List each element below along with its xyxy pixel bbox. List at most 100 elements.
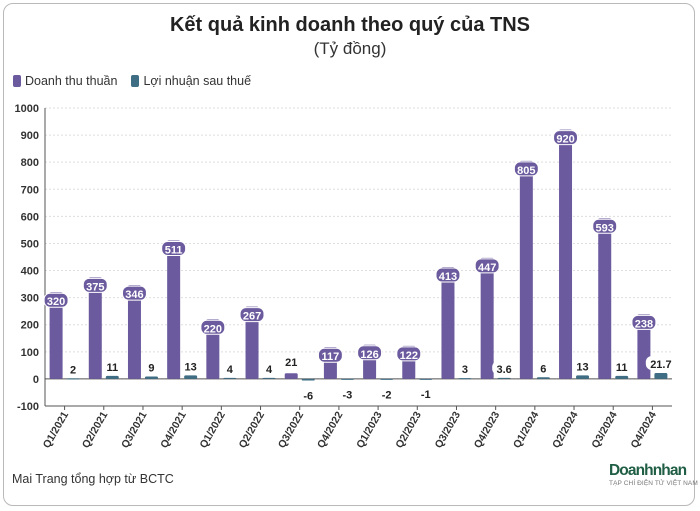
profit-value-label: 4 [266,364,273,376]
profit-value-label-bg [492,360,517,375]
profit-value-label-bg [459,361,471,376]
profit-value-label: 4 [227,364,234,376]
revenue-value-label: 126 [360,349,378,361]
y-tick-label: 100 [21,347,39,359]
revenue-value-label: 122 [400,350,418,362]
y-tick-label: 200 [21,320,39,332]
revenue-value-label-bg [122,285,147,301]
revenue-bar [127,285,141,379]
legend-item-revenue: Doanh thu thuần [13,74,117,88]
x-tick-label: Q3/2021 [119,409,150,450]
x-tick-label: Q1/2023 [354,409,385,450]
profit-value-label: -6 [303,391,313,403]
profit-bar [497,377,511,379]
revenue-value-label: 320 [47,296,65,308]
revenue-bar [559,129,573,379]
profit-value-label: 11 [616,362,628,374]
revenue-value-label-bg [435,267,461,283]
profit-bar [184,375,198,379]
revenue-value-label-bg [200,319,226,335]
legend-swatch-profit [131,75,140,87]
profit-bar [105,375,119,379]
profit-value-label: 2 [70,364,76,376]
profit-value-label-bg [224,360,236,375]
profit-value-label-bg [67,361,79,376]
y-tick-label: -100 [17,401,39,413]
chart-title: Kết quả kinh doanh theo quý của TNS [169,14,531,36]
profit-bar [262,377,276,379]
chart-legend: Doanh thu thuần Lợi nhuận sau thuế [13,74,265,88]
profit-bar [223,377,237,379]
y-tick-label: 900 [21,130,39,142]
chart-subtitle: (Tỷ đồng) [313,39,387,58]
profit-bar [576,375,590,379]
x-tick-label: Q1/2024 [511,409,542,450]
profit-bar [66,378,80,380]
x-tick-label: Q4/2022 [315,409,346,450]
profit-value-label-bg [263,360,275,375]
revenue-value-label-bg [357,345,383,361]
revenue-value-label: 413 [439,271,457,283]
profit-value-label: 9 [148,362,154,374]
profit-bar [301,378,315,381]
revenue-bar [245,306,259,379]
profit-bar [340,378,354,380]
revenue-value-label-bg [396,346,422,362]
x-tick-label: Q3/2022 [276,409,307,450]
revenue-value-label: 375 [86,281,104,293]
y-tick-label: 300 [21,293,39,305]
revenue-value-label: 346 [125,289,143,301]
y-tick-label: 0 [33,374,39,386]
revenue-bar [284,373,298,379]
revenue-bar [519,160,533,379]
revenue-value-label: 805 [517,165,535,177]
revenue-value-label: 511 [165,244,183,256]
y-tick-label: 700 [21,184,39,196]
revenue-value-label: 593 [596,222,614,234]
brand-logo: Doanhnhan TẠP CHÍ ĐIỆN TỬ VIỆT NAM [609,462,698,492]
revenue-bar [598,218,612,379]
profit-value-label: 21.7 [650,359,671,371]
legend-swatch-revenue [13,75,21,87]
revenue-value-label-bg [82,277,108,293]
profit-value-label-bg [377,386,396,401]
legend-label-profit: Lợi nhuận sau thuế [143,74,252,88]
revenue-value-label: 117 [322,351,340,363]
x-tick-label: Q1/2021 [41,409,72,450]
revenue-bar [441,267,455,379]
revenue-value-label: 447 [478,262,496,274]
profit-value-label-bg [573,358,592,373]
y-tick-label: 1000 [15,103,39,115]
profit-value-label: -3 [343,390,353,402]
x-tick-label: Q3/2023 [433,409,464,450]
x-tick-label: Q3/2024 [589,409,620,450]
revenue-value-label: 267 [243,311,261,323]
revenue-value-label-bg [474,258,500,274]
profit-value-label: -1 [421,389,431,401]
profit-value-label-bg [537,360,549,375]
profit-value-label-bg [103,358,122,373]
revenue-bar [167,240,181,379]
y-tick-label: 800 [21,157,39,169]
revenue-value-label-bg [239,307,265,323]
chart-frame [3,3,695,506]
profit-value-label-bg [299,387,318,402]
profit-value-label: 6 [540,363,546,375]
x-tick-label: Q4/2023 [472,409,503,450]
logo-wordmark: Doanhnhan [609,462,687,479]
profit-value-label: -2 [382,389,392,401]
profit-value-label: 11 [106,362,118,374]
profit-value-label-bg [181,358,200,373]
profit-bar [615,375,629,379]
legend-item-profit: Lợi nhuận sau thuế [131,74,251,88]
revenue-value-label-bg [631,314,657,330]
profit-value-label-bg [338,386,357,401]
profit-bar [458,378,472,380]
logo-tagline: TẠP CHÍ ĐIỆN TỬ VIỆT NAM [609,480,698,487]
revenue-value-label-bg [282,354,301,369]
x-tick-label: Q1/2022 [197,409,228,450]
revenue-value-label: 920 [556,134,574,146]
profit-bar [380,378,394,380]
source-note: Mai Trang tổng hợp từ BCTC [12,472,174,486]
